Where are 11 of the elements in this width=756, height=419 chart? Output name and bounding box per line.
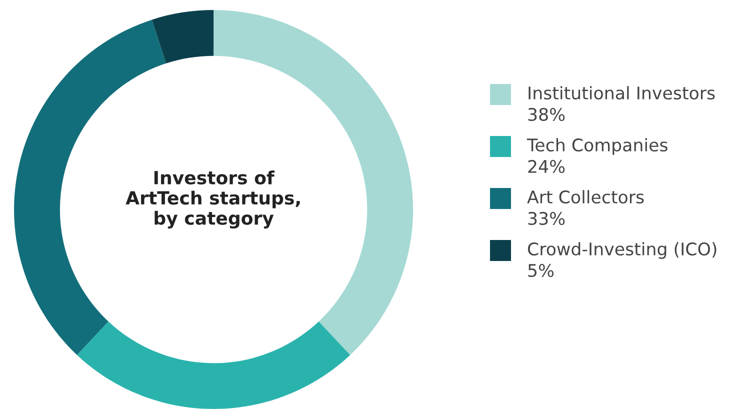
data-label: 24% [528, 160, 565, 174]
legend-label: Crowd-Investing (ICO) [528, 242, 716, 259]
legend-label: Institutional Investors [528, 86, 715, 100]
legend-label: Art Collectors [527, 190, 644, 204]
donut-slice [152, 10, 214, 64]
text: Investors of ArtTech startups, by category [126, 170, 300, 229]
data-label: 33% [528, 212, 565, 226]
data-label: 5% [528, 264, 554, 278]
legend-label: Tech Companies [526, 138, 668, 155]
donut-slice [76, 321, 350, 410]
data-label: 38% [528, 108, 565, 122]
